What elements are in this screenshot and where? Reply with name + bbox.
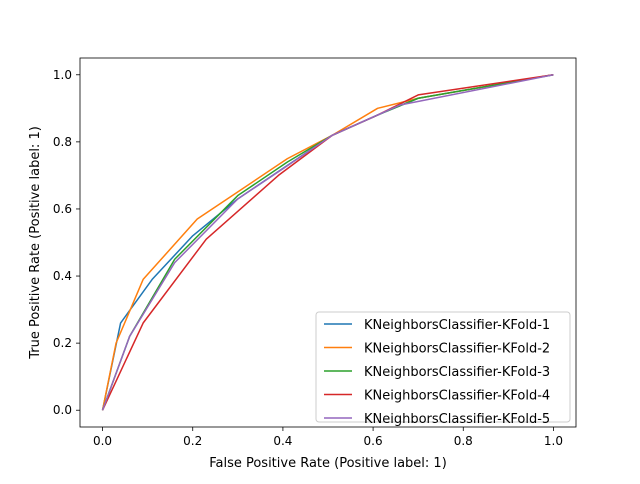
y-tick-label: 0.8: [53, 135, 72, 149]
legend-label-kfold-2: KNeighborsClassifier-KFold-2: [364, 342, 550, 357]
legend-label-kfold-1: KNeighborsClassifier-KFold-1: [364, 318, 550, 333]
x-tick-label: 0.6: [364, 434, 383, 448]
x-axis-title: False Positive Rate (Positive label: 1): [209, 456, 447, 471]
x-tick-label: 0.2: [183, 434, 202, 448]
series-layer: [101, 74, 554, 411]
plot-frame: [79, 57, 577, 428]
legend-label-kfold-4: KNeighborsClassifier-KFold-4: [364, 389, 550, 404]
ticks-layer: 0.0 0.2 0.4 0.6 0.8 1.0 0.0 0.2 0.4 0.6 0.8 1.0: [53, 68, 563, 448]
y-axis-title: True Positive Rate (Positive label: 1): [28, 126, 43, 360]
x-tick-label: 1.0: [544, 434, 563, 448]
x-tick-label: 0.4: [273, 434, 292, 448]
y-tick-label: 0.6: [53, 202, 72, 216]
legend-label-kfold-3: KNeighborsClassifier-KFold-3: [364, 365, 550, 380]
legend-label-kfold-5: KNeighborsClassifier-KFold-5: [364, 412, 550, 427]
axes-layer: [79, 57, 577, 428]
x-tick-label: 0.0: [93, 434, 112, 448]
roc-line-kfold-5: [101, 74, 554, 411]
x-tick-label: 0.8: [454, 434, 473, 448]
y-tick-label: 1.0: [53, 68, 72, 82]
legend: KNeighborsClassifier-KFold-1 KNeighborsCl…: [315, 311, 571, 427]
roc-line-kfold-2: [101, 74, 554, 411]
y-tick-label: 0.2: [53, 336, 72, 350]
roc-line-kfold-4: [101, 74, 554, 411]
y-tick-label: 0.0: [53, 403, 72, 417]
y-tick-label: 0.4: [53, 269, 72, 283]
legend-box: [315, 311, 571, 423]
